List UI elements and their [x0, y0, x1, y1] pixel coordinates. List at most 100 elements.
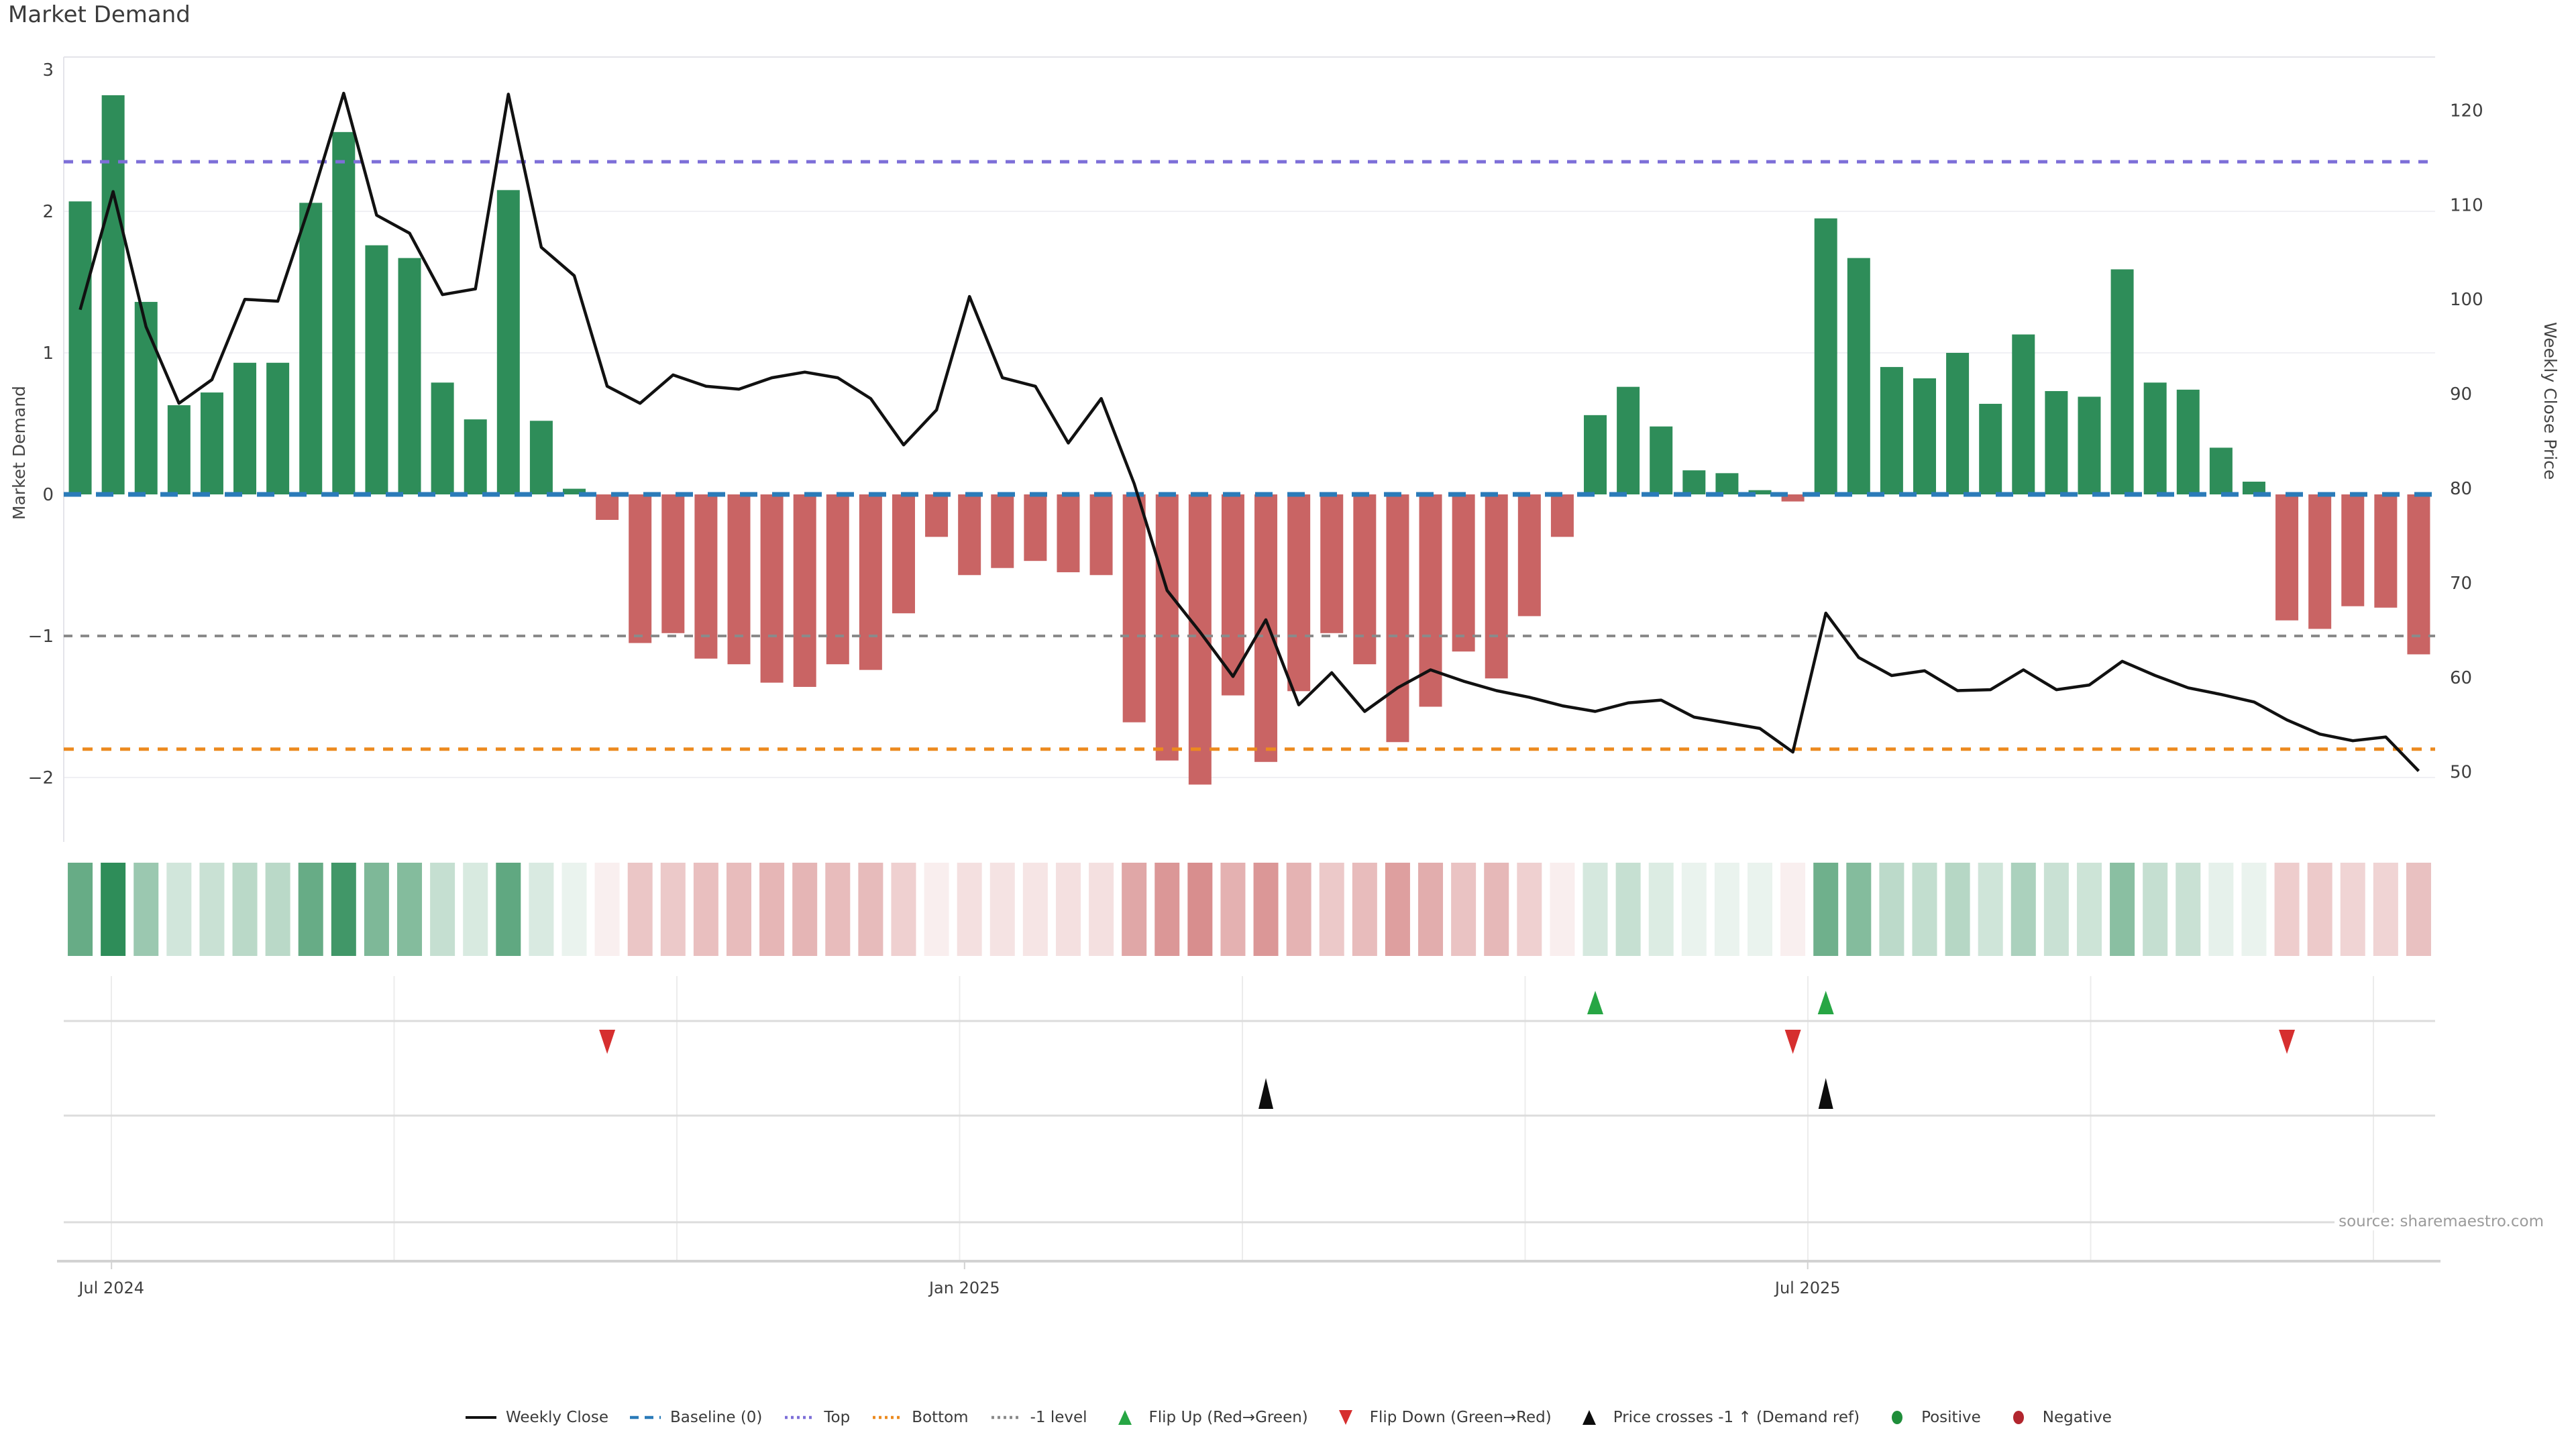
heatmap-cell	[924, 863, 949, 956]
flip-down-icon	[599, 1030, 616, 1054]
legend-item[interactable]: Flip Up (Red→Green)	[1108, 1407, 1308, 1428]
heatmap-cell	[2110, 863, 2135, 956]
heatmap-cell	[1155, 863, 1180, 956]
heatmap-cell	[1615, 863, 1641, 956]
heatmap-cell	[496, 863, 521, 956]
demand-bar	[991, 494, 1014, 568]
demand-bar	[760, 494, 784, 683]
heatmap-cell	[2406, 863, 2431, 956]
demand-bar	[1386, 494, 1409, 743]
heatmap-cell	[166, 863, 192, 956]
demand-bar	[2143, 382, 2167, 494]
demand-bar	[101, 95, 125, 495]
demand-bar	[1682, 470, 1706, 494]
legend-item[interactable]: Flip Down (Green→Red)	[1328, 1407, 1552, 1428]
heatmap-cell	[1484, 863, 1509, 956]
heatmap-cell	[1681, 863, 1707, 956]
demand-bar	[1814, 218, 1837, 494]
demand-bar	[1155, 494, 1179, 761]
heatmap-cell	[463, 863, 488, 956]
heatmap-cell	[1846, 863, 1872, 956]
legend-item[interactable]: Negative	[2001, 1407, 2112, 1428]
flip-down-icon	[1784, 1030, 1801, 1054]
legend-triangle-up-icon	[1582, 1410, 1596, 1425]
legend-item[interactable]: Bottom	[870, 1407, 969, 1428]
heatmap-cell	[232, 863, 258, 956]
heatmap-cell	[957, 863, 982, 956]
heatmap-cell	[1451, 863, 1477, 956]
heatmap-cell	[1055, 863, 1081, 956]
heatmap-cell	[1286, 863, 1311, 956]
demand-bar	[2275, 494, 2299, 621]
demand-bar	[1550, 494, 1574, 537]
heatmap-cell	[1912, 863, 1937, 956]
heatmap-cell	[2208, 863, 2234, 956]
legend-triangle-down-icon	[1338, 1410, 1352, 1425]
legend-item[interactable]: Baseline (0)	[629, 1407, 762, 1428]
demand-bar	[2078, 396, 2101, 494]
demand-bar	[1089, 494, 1113, 576]
legend-item-label: Positive	[1921, 1409, 1981, 1426]
left-axis-title: Market Demand	[9, 386, 29, 520]
demand-bar	[299, 203, 323, 494]
demand-bar	[1781, 494, 1805, 502]
demand-bar	[1188, 494, 1212, 785]
heatmap-cell	[529, 863, 554, 956]
right-axis-tick: 90	[2450, 384, 2472, 405]
heatmap-cell	[2274, 863, 2300, 956]
right-axis-tick: 50	[2450, 763, 2472, 783]
demand-bar	[958, 494, 981, 576]
heatmap-cell	[1385, 863, 1410, 956]
demand-bar	[661, 494, 685, 633]
legend-item[interactable]: -1 level	[989, 1407, 1087, 1428]
flip-up-icon	[1587, 991, 1604, 1014]
heatmap-cell	[792, 863, 818, 956]
demand-bar	[2176, 389, 2200, 494]
legend-item-label: Top	[824, 1409, 851, 1426]
heatmap-cell	[68, 863, 93, 956]
legend-item[interactable]: Positive	[1880, 1407, 1981, 1428]
heatmap-cell	[759, 863, 785, 956]
right-axis-tick: 80	[2450, 479, 2472, 499]
x-axis-tick-label: Jul 2024	[77, 1279, 144, 1297]
heatmap-cell	[1253, 863, 1279, 956]
demand-bar	[1913, 378, 1936, 494]
heatmap-cell	[1122, 863, 1147, 956]
heatmap-cell	[1780, 863, 1806, 956]
legend-item-label: Flip Up (Red→Green)	[1148, 1409, 1308, 1426]
legend-item-label: Weekly Close	[506, 1409, 608, 1426]
demand-bar	[1254, 494, 1278, 762]
flip-down-icon	[2279, 1030, 2296, 1054]
left-axis-tick: 0	[42, 485, 54, 505]
legend-item[interactable]: Top	[782, 1407, 850, 1428]
legend-item[interactable]: Price crosses -1 ↑ (Demand ref)	[1572, 1407, 1860, 1428]
demand-bar	[1748, 490, 1772, 494]
demand-bar	[793, 494, 816, 687]
legend-item-label: Baseline (0)	[670, 1409, 763, 1426]
heatmap-cell	[1418, 863, 1444, 956]
heatmap-cell	[2076, 863, 2102, 956]
legend-item[interactable]: Weekly Close	[464, 1407, 608, 1428]
demand-bar	[1617, 386, 1640, 494]
heatmap-cell	[1714, 863, 1739, 956]
heatmap-cell	[101, 863, 126, 956]
heatmap-cell	[1517, 863, 1542, 956]
heatmap-cell	[1879, 863, 1904, 956]
demand-bar	[2407, 494, 2430, 655]
heatmap-cell	[2373, 863, 2398, 956]
demand-bar	[2308, 494, 2332, 629]
legend-dot-icon	[873, 1415, 903, 1419]
demand-bar	[233, 362, 257, 494]
legend-item-label: Negative	[2042, 1409, 2112, 1426]
heatmap-cell	[989, 863, 1015, 956]
legend-triangle-up-icon	[1118, 1410, 1132, 1425]
legend-item-label: Price crosses -1 ↑ (Demand ref)	[1613, 1409, 1860, 1426]
left-axis-tick: −1	[28, 627, 54, 647]
demand-bar	[1452, 494, 1475, 652]
demand-bar	[859, 494, 882, 670]
heatmap-cell	[561, 863, 587, 956]
demand-bar	[1847, 258, 1870, 494]
demand-bar	[2374, 494, 2398, 608]
source-note: source: sharemaestro.com	[2334, 1213, 2548, 1230]
